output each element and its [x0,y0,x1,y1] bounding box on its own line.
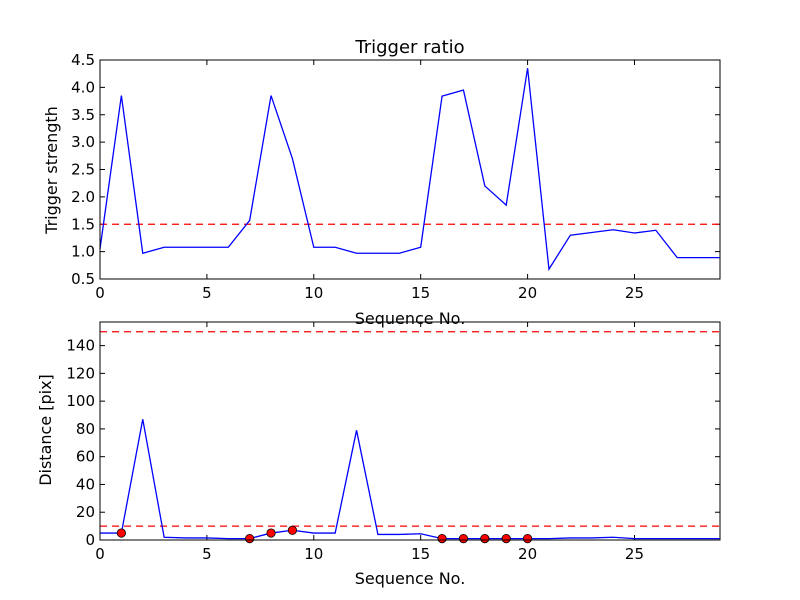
bottom-y-tick-label: 0 [85,531,95,549]
top-y-tick-label: 0.5 [71,270,95,288]
bottom-data-marker [437,534,447,544]
top-x-tick-label: 0 [95,284,105,302]
bottom-x-tick-label: 25 [625,545,644,563]
top-x-tick-label: 5 [202,284,212,302]
top-y-tick-label: 4.5 [71,51,95,69]
bottom-y-tick-label: 100 [66,392,95,410]
bottom-x-axis-label: Sequence No. [355,569,466,588]
top-plot-frame [99,59,721,280]
top-x-axis-label: Sequence No. [355,309,466,328]
bottom-data-marker [458,534,469,544]
bottom-data-marker [287,525,298,535]
bottom-y-tick-label: 60 [76,448,95,466]
top-y-tick-label: 1.0 [71,243,95,261]
bottom-y-tick-label: 140 [66,337,95,355]
bottom-series-line [100,419,720,540]
bottom-data-marker [522,534,533,544]
bottom-y-tick-label: 120 [66,364,95,382]
bottom-y-axis-label: Distance [pix] [36,374,55,486]
bottom-x-tick-label: 20 [518,545,537,563]
bottom-data-marker [116,528,126,538]
top-y-tick-label: 3.0 [71,133,95,151]
bottom-data-marker [245,534,255,544]
bottom-axis-ticks: 0 5 10 15 20 25 0 20 40 60 80 100 120 140 [66,322,720,563]
top-x-tick-label: 10 [304,284,323,302]
bottom-x-tick-label: 0 [95,545,105,563]
top-x-tick-label: 15 [411,284,430,302]
top-x-tick-label: 25 [625,284,644,302]
top-axis-ticks: 0 5 10 15 20 25 0.5 1.0 1.5 2.0 2.5 3.0 3.5 4.0 4.5 [71,51,720,302]
top-series [99,68,720,272]
bottom-plot-frame [99,321,721,541]
bottom-x-tick-label: 10 [304,545,323,563]
bottom-threshold-lines [100,331,720,527]
top-y-tick-label: 1.5 [71,215,95,233]
top-y-tick-label: 4.0 [71,78,95,96]
bottom-y-tick-label: 80 [76,420,95,438]
bottom-x-tick-label: 15 [411,545,430,563]
distance-subplot: Sequence No. Distance [pix] 0 5 10 15 20 25 0 2… [36,321,721,588]
bottom-y-tick-label: 40 [76,475,95,493]
bottom-y-tick-label: 20 [76,503,95,521]
trigger-ratio-subplot: Trigger ratio Sequence No. Trigger stren… [42,37,721,328]
top-y-axis-label: Trigger strength [42,106,61,235]
bottom-data-marker [480,534,490,544]
top-series-line [99,68,720,272]
bottom-data-marker [266,528,276,538]
top-chart-title: Trigger ratio [354,37,464,58]
bottom-markers [116,525,533,544]
top-x-tick-label: 20 [518,284,537,302]
bottom-x-tick-label: 5 [202,545,212,563]
top-y-tick-label: 2.5 [71,161,95,179]
bottom-series [100,419,720,540]
top-y-tick-label: 2.0 [71,188,95,206]
bottom-data-marker [501,534,511,544]
top-y-tick-label: 3.5 [71,106,95,124]
